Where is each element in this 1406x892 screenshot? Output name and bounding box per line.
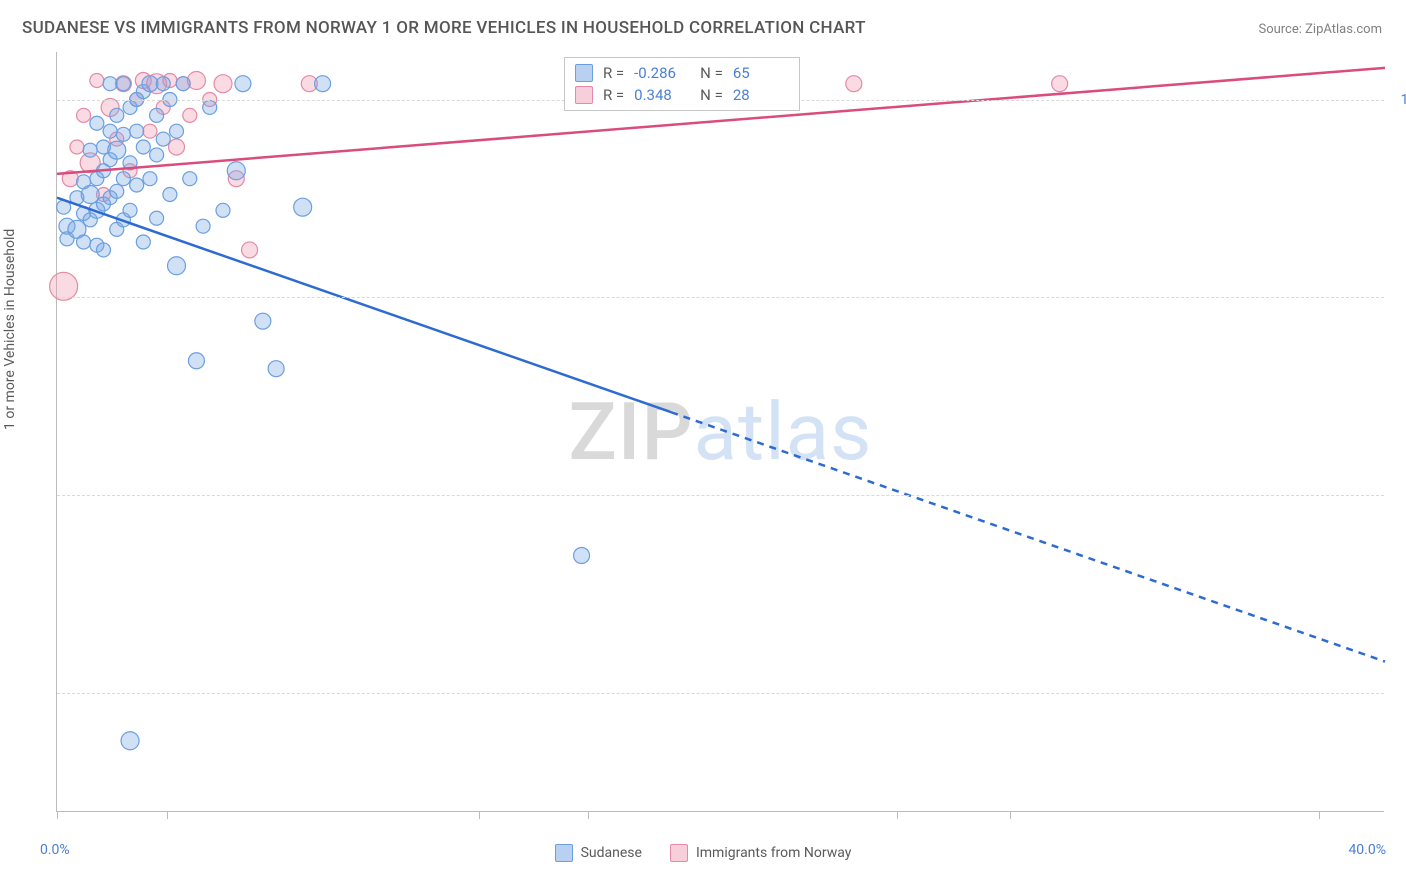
data-point xyxy=(77,108,91,122)
data-point xyxy=(110,108,124,122)
data-point xyxy=(214,75,232,93)
plot-area: ZIPatlas 62.5%75.0%87.5%100.0% xyxy=(56,52,1384,812)
data-point xyxy=(136,235,150,249)
data-point xyxy=(108,141,126,159)
data-point xyxy=(255,313,271,329)
data-point xyxy=(90,116,104,130)
gridline xyxy=(57,495,1384,496)
data-point xyxy=(574,548,590,564)
legend-swatch xyxy=(575,86,593,104)
data-point xyxy=(123,203,137,217)
y-tick-label: 100.0% xyxy=(1392,92,1406,108)
data-point xyxy=(235,76,251,92)
data-point xyxy=(130,178,144,192)
data-point xyxy=(242,242,258,258)
data-point xyxy=(121,732,139,750)
chart-svg xyxy=(57,52,1384,811)
data-point xyxy=(116,172,130,186)
data-point xyxy=(110,184,124,198)
data-point xyxy=(70,140,84,154)
source-attribution: Source: ZipAtlas.com xyxy=(1258,22,1382,37)
chart-title: SUDANESE VS IMMIGRANTS FROM NORWAY 1 OR … xyxy=(22,18,866,38)
gridline xyxy=(57,693,1384,694)
data-point xyxy=(150,211,164,225)
data-point xyxy=(268,361,284,377)
data-point xyxy=(187,72,205,90)
data-point xyxy=(196,219,210,233)
data-point xyxy=(136,140,150,154)
legend-label: Immigrants from Norway xyxy=(696,845,851,861)
data-point xyxy=(170,124,184,138)
n-value: 65 xyxy=(733,64,789,82)
n-value: 28 xyxy=(733,86,789,104)
legend-swatch xyxy=(555,844,573,862)
correlation-legend-row: R = -0.286 N = 65 xyxy=(575,62,789,84)
n-label: N = xyxy=(700,86,723,104)
data-point xyxy=(156,132,170,146)
data-point xyxy=(169,139,185,155)
trend-line xyxy=(57,198,671,413)
legend-item: Immigrants from Norway xyxy=(670,844,851,862)
data-point xyxy=(183,108,197,122)
legend-swatch xyxy=(575,64,593,82)
gridline xyxy=(57,297,1384,298)
data-point xyxy=(143,124,157,138)
x-tick xyxy=(588,811,589,819)
data-point xyxy=(163,188,177,202)
x-tick xyxy=(167,811,168,819)
legend-item: Sudanese xyxy=(555,844,642,862)
data-point xyxy=(183,172,197,186)
data-point xyxy=(846,76,862,92)
data-point xyxy=(103,124,117,138)
data-point xyxy=(103,77,117,91)
data-point xyxy=(216,203,230,217)
n-label: N = xyxy=(700,64,723,82)
data-point xyxy=(90,74,104,88)
y-tick-label: 62.5% xyxy=(1392,685,1406,701)
data-point xyxy=(156,77,170,91)
correlation-legend: R = -0.286 N = 65 R = 0.348 N = 28 xyxy=(564,57,800,111)
data-point xyxy=(83,143,97,157)
data-point xyxy=(176,77,190,91)
data-point xyxy=(203,100,217,114)
data-point xyxy=(96,243,110,257)
y-tick-label: 87.5% xyxy=(1392,289,1406,305)
r-label: R = xyxy=(603,86,624,104)
data-point xyxy=(315,76,331,92)
x-tick xyxy=(897,811,898,819)
data-point xyxy=(1052,76,1068,92)
x-tick xyxy=(1319,811,1320,819)
data-point xyxy=(81,186,99,204)
data-point xyxy=(150,148,164,162)
x-tick xyxy=(479,811,480,819)
x-tick xyxy=(1010,811,1011,819)
r-value: 0.348 xyxy=(634,86,690,104)
y-tick-label: 75.0% xyxy=(1392,487,1406,503)
trend-line xyxy=(671,412,1385,661)
data-point xyxy=(143,172,157,186)
r-label: R = xyxy=(603,64,624,82)
data-point xyxy=(130,124,144,138)
data-point xyxy=(116,127,130,141)
correlation-legend-row: R = 0.348 N = 28 xyxy=(575,84,789,106)
data-point xyxy=(168,257,186,275)
data-point xyxy=(150,108,164,122)
data-point xyxy=(50,272,78,300)
legend-bottom: Sudanese Immigrants from Norway xyxy=(0,844,1406,862)
y-axis-label: 1 or more Vehicles in Household xyxy=(2,229,18,430)
data-point xyxy=(116,77,130,91)
r-value: -0.286 xyxy=(634,64,690,82)
legend-swatch xyxy=(670,844,688,862)
data-point xyxy=(227,162,245,180)
data-point xyxy=(142,76,158,92)
data-point xyxy=(77,235,91,249)
legend-label: Sudanese xyxy=(581,845,642,861)
x-tick xyxy=(57,811,58,819)
data-point xyxy=(188,353,204,369)
data-point xyxy=(294,198,312,216)
